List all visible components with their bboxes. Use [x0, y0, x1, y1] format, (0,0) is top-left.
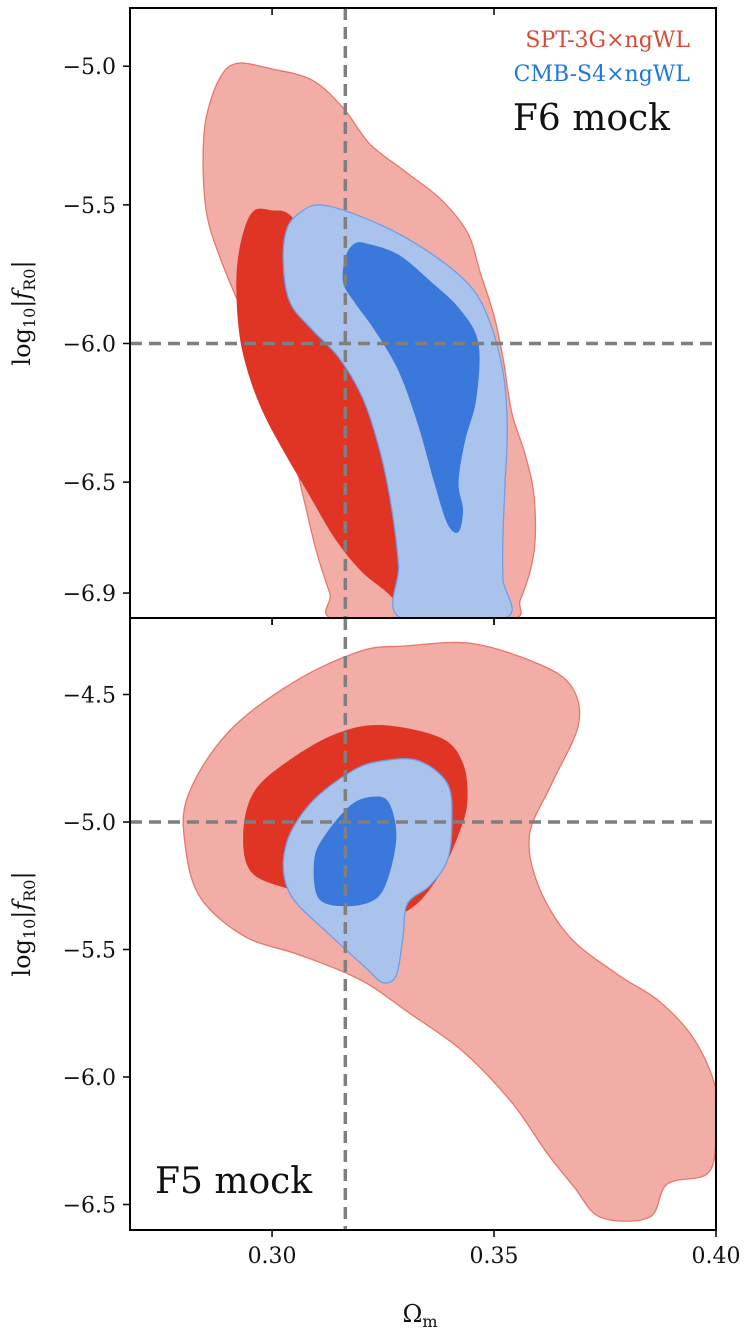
contour-f6-1-inner: [342, 242, 480, 533]
ytick-label-f6-3: −5.5: [63, 194, 116, 219]
ytick-label-f5-0: −6.5: [63, 1194, 116, 1219]
ytick-label-f5-4: −4.5: [63, 684, 116, 709]
contours-f5: [182, 641, 716, 1222]
reference-lines-f5: [130, 618, 716, 1230]
frame-f5: [129, 617, 717, 1231]
panel-label-f5: F5 mock: [155, 1161, 313, 1202]
ylabel-f5: log10|fR0|: [8, 871, 39, 976]
ytick-label-f6-0: −6.9: [63, 582, 116, 607]
ytick-label-f5-2: −5.5: [63, 939, 116, 964]
ticks-f5: −6.5 −6.0 −5.5 −5.0 −4.5 0.30 0.35 0.40: [63, 618, 741, 1269]
panel-f6: −6.9 −6.5 −6.0 −5.5 −5.0 log10|fR0| SPT-3G×n…: [8, 7, 717, 625]
panel-label-f6: F6 mock: [513, 98, 671, 139]
panel-f5: −6.5 −6.0 −5.5 −5.0 −4.5 0.30 0.35 0.40 log10|f…: [8, 617, 741, 1331]
ytick-label-f5-1: −6.0: [63, 1066, 116, 1091]
ylabel-f6: log10|fR0|: [8, 260, 39, 365]
contour-f6-0-inner: [236, 208, 424, 618]
contours-f6: [202, 62, 537, 618]
ytick-label-f6-4: −5.0: [63, 55, 116, 80]
legend-entry-cmb: CMB-S4×ngWL: [514, 62, 691, 87]
ytick-label-f6-1: −6.5: [63, 471, 116, 496]
xtick-label-2: 0.40: [692, 1244, 741, 1269]
xlabel: Ωm: [402, 1300, 437, 1331]
contour-f5-2-inner: [313, 796, 397, 907]
ytick-label-f6-2: −6.0: [63, 333, 116, 358]
ytick-label-f5-3: −5.0: [63, 811, 116, 836]
legend-entry-spt: SPT-3G×ngWL: [525, 28, 690, 53]
xtick-label-1: 0.35: [470, 1244, 519, 1269]
contour-f5-0-outer: [182, 641, 716, 1222]
reference-lines-f6: [130, 8, 716, 618]
xtick-label-0: 0.30: [248, 1244, 297, 1269]
ticks-f6: −6.9 −6.5 −6.0 −5.5 −5.0: [63, 8, 717, 625]
